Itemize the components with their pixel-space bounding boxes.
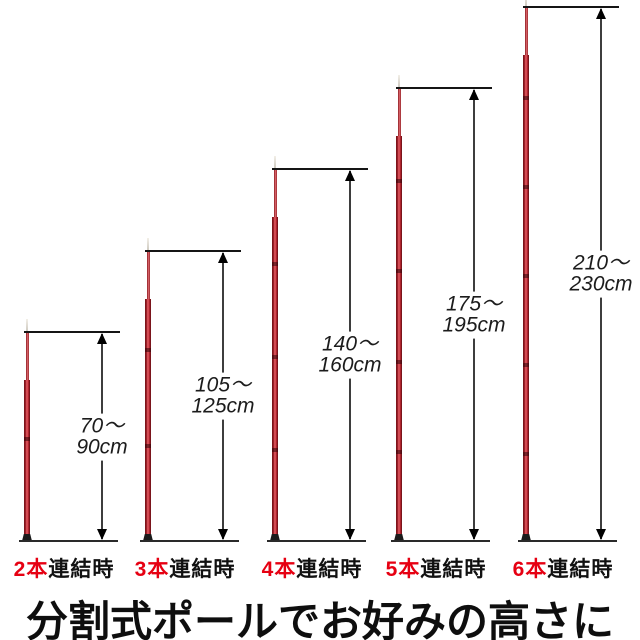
pole-joint — [523, 452, 529, 456]
bottom-headline: 分割式ポールでお好みの高さに — [25, 598, 614, 640]
pole-body — [272, 217, 278, 536]
ground-line — [267, 540, 366, 542]
top-measure-line — [523, 6, 619, 8]
ground-line — [391, 540, 490, 542]
height-range-line2: 90cm — [76, 436, 128, 459]
ground-line — [19, 540, 118, 542]
height-range-line1: 175〜 — [445, 292, 503, 316]
pole-joint — [24, 437, 30, 441]
arrow-down-icon — [469, 529, 479, 540]
pole-count-number: 4本 — [261, 558, 297, 581]
arrow-down-icon — [218, 529, 228, 540]
pole-joint — [272, 448, 278, 452]
pole-joint — [523, 363, 529, 367]
pole-tip-spike — [274, 156, 276, 170]
pole-joint — [523, 96, 529, 100]
pole-foot — [521, 534, 531, 541]
pole-count-suffix: 連結時 — [169, 558, 236, 581]
pole-joint — [145, 348, 151, 352]
pole-body — [396, 136, 402, 536]
height-range-line2: 195cm — [442, 314, 506, 337]
pole-foot — [143, 534, 153, 541]
height-range-label: 175〜 195cm — [439, 291, 509, 339]
top-measure-line — [272, 168, 368, 170]
arrow-down-icon — [345, 529, 355, 540]
ground-line — [140, 540, 239, 542]
height-range-label: 105〜 125cm — [188, 372, 258, 420]
pole-count-label: 4本連結時 — [262, 553, 363, 583]
arrow-up-icon — [97, 333, 107, 344]
pole-upper-segment — [273, 169, 277, 217]
height-range-label: 70〜 90cm — [73, 413, 131, 461]
pole-joint — [145, 444, 151, 448]
top-measure-line — [24, 331, 120, 333]
pole-foot — [270, 534, 280, 541]
arrow-down-icon — [97, 529, 107, 540]
height-range-line2: 230cm — [569, 273, 633, 296]
pole-foot — [394, 534, 404, 541]
pole-tip-spike — [398, 75, 400, 89]
pole-count-suffix: 連結時 — [296, 558, 363, 581]
pole-count-suffix: 連結時 — [420, 558, 487, 581]
pole-upper-segment — [25, 332, 29, 380]
pole-count-number: 5本 — [385, 558, 421, 581]
pole-joint — [272, 262, 278, 266]
arrow-up-icon — [596, 8, 606, 19]
pole-count-number: 6本 — [512, 558, 548, 581]
pole-count-label: 2本連結時 — [14, 553, 115, 583]
pole-tip-spike — [26, 319, 28, 333]
height-range-line2: 125cm — [191, 395, 255, 418]
height-range-line1: 70〜 — [79, 414, 125, 438]
top-measure-line — [145, 250, 241, 252]
pole-upper-segment — [397, 88, 401, 136]
pole-upper-segment — [524, 7, 528, 55]
pole-foot — [22, 534, 32, 541]
pole-body — [145, 299, 151, 536]
pole-joint — [396, 269, 402, 273]
pole-count-label: 6本連結時 — [513, 553, 614, 583]
ground-line — [518, 540, 617, 542]
pole-tip-spike — [525, 0, 527, 8]
pole-count-suffix: 連結時 — [48, 558, 115, 581]
height-range-line2: 160cm — [318, 354, 382, 377]
pole-tip-spike — [147, 238, 149, 252]
pole-count-suffix: 連結時 — [547, 558, 614, 581]
pole-upper-segment — [146, 251, 150, 299]
top-measure-line — [396, 87, 492, 89]
pole-count-label: 3本連結時 — [135, 553, 236, 583]
arrow-up-icon — [345, 170, 355, 181]
pole-joint — [272, 355, 278, 359]
height-range-line1: 140〜 — [321, 332, 379, 356]
pole-count-label: 5本連結時 — [386, 553, 487, 583]
arrow-up-icon — [469, 89, 479, 100]
height-range-line1: 210〜 — [572, 251, 630, 275]
pole-joint — [396, 360, 402, 364]
arrow-down-icon — [596, 529, 606, 540]
height-range-label: 140〜 160cm — [315, 331, 385, 379]
pole-joint — [523, 274, 529, 278]
pole-joint — [523, 185, 529, 189]
arrow-up-icon — [218, 252, 228, 263]
pole-body — [523, 55, 529, 536]
pole-body — [24, 380, 30, 536]
pole-count-number: 3本 — [134, 558, 170, 581]
pole-count-number: 2本 — [13, 558, 49, 581]
pole-joint — [396, 450, 402, 454]
height-range-label: 210〜 230cm — [566, 250, 636, 298]
height-range-line1: 105〜 — [194, 373, 252, 397]
pole-joint — [396, 179, 402, 183]
